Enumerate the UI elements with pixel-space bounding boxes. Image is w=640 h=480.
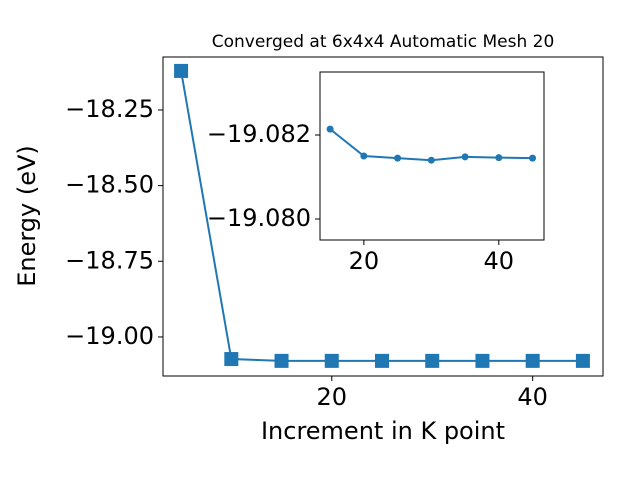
marker [174,63,189,78]
x-tick-label: 40 [484,247,515,275]
marker [461,153,469,161]
plot-area [320,72,544,240]
marker [374,353,389,368]
marker [425,353,440,368]
chart-title: Converged at 6x4x4 Automatic Mesh 20 [212,32,555,52]
x-axis-label: Increment in K point [261,417,505,445]
marker [529,154,537,162]
axes-frame [319,71,545,241]
y-tick-label: −19.082 [207,120,311,148]
marker [326,125,334,133]
axes-frame [162,56,604,377]
y-tick-label: −18.75 [65,246,154,274]
marker [360,152,368,160]
marker [475,353,490,368]
x-tick-label: 20 [316,383,347,411]
y-tick-label: −18.25 [65,95,154,123]
x-tick-label: 20 [349,247,380,275]
marker [224,352,239,367]
marker [324,353,339,368]
marker [525,353,540,368]
marker [274,353,289,368]
x-tick-label: 40 [517,383,548,411]
y-tick-label: −18.50 [65,171,154,199]
marker [427,156,435,164]
marker [575,353,590,368]
marker [394,154,402,162]
y-tick-label: −19.00 [65,322,154,350]
y-tick-label: −19.080 [207,204,311,232]
marker [495,154,503,162]
y-axis-label: Energy (eV) [13,145,41,287]
